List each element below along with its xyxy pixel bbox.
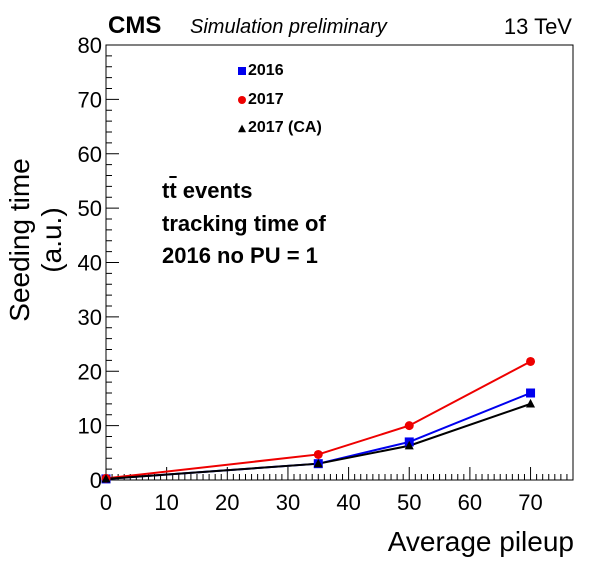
- y-tick-label: 80: [78, 33, 102, 58]
- series-lines: [105, 360, 532, 480]
- y-tick-label: 70: [78, 87, 102, 112]
- legend: [238, 67, 246, 133]
- preliminary-label: Simulation preliminary: [190, 16, 387, 38]
- x-axis-title: Average pileup: [387, 526, 574, 557]
- data-point: [101, 473, 111, 483]
- y-tick-label: 20: [78, 359, 102, 384]
- x-tick-label: 50: [397, 490, 421, 515]
- legend-label-2016: 2016: [248, 62, 284, 79]
- series-markers: [101, 356, 536, 484]
- y-axis: 0 10 20 30 40 50 60 70 80: [78, 33, 119, 493]
- series-line-1: [105, 360, 532, 480]
- data-point: [313, 449, 323, 459]
- data-point: [526, 398, 536, 408]
- y-tick-label: 50: [78, 196, 102, 221]
- annotation-line-2: tracking time of: [162, 211, 326, 236]
- annotation-line-3: 2016 no PU = 1: [162, 243, 318, 268]
- x-tick-label: 10: [154, 490, 178, 515]
- data-point: [404, 421, 414, 431]
- data-point: [404, 440, 414, 450]
- y-tick-label: 60: [78, 142, 102, 167]
- legend-label-2017: 2017: [248, 91, 284, 108]
- legend-marker: [238, 96, 246, 104]
- y-tick-label: 10: [78, 414, 102, 439]
- data-point: [526, 356, 536, 366]
- x-tick-label: 70: [518, 490, 542, 515]
- energy-label: 13 TeV: [503, 14, 572, 39]
- x-tick-label: 40: [336, 490, 360, 515]
- data-point: [526, 388, 536, 398]
- legend-marker: [238, 124, 246, 133]
- annotation-line-1: tt events: [162, 178, 253, 203]
- x-tick-label: 60: [458, 490, 482, 515]
- x-tick-label: 0: [100, 490, 112, 515]
- legend-label-2017-ca: 2017 (CA): [248, 119, 322, 136]
- x-axis: 0 10 20 30 40 50 60 70: [100, 467, 574, 515]
- x-tick-label: 30: [276, 490, 300, 515]
- y-tick-label: 30: [78, 305, 102, 330]
- cms-label: CMS: [108, 12, 162, 39]
- y-tick-label: 40: [78, 251, 102, 276]
- data-point: [313, 458, 323, 468]
- series-line-2: [105, 402, 531, 480]
- y-axis-title: Seeding time (a.u.): [4, 158, 67, 322]
- y-tick-label: 0: [90, 468, 102, 493]
- x-tick-label: 20: [215, 490, 239, 515]
- legend-marker: [238, 67, 246, 75]
